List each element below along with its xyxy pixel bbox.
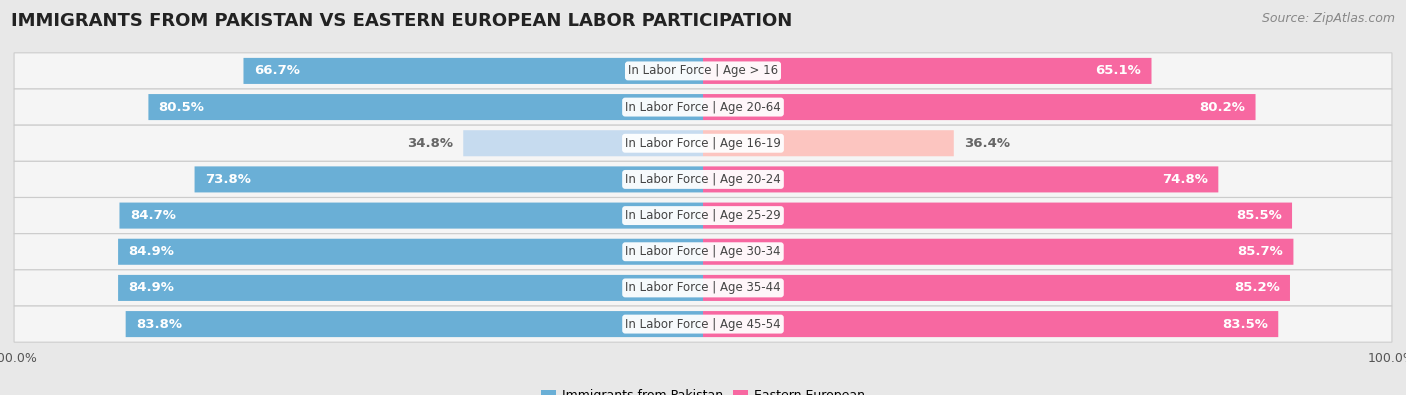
FancyBboxPatch shape: [703, 166, 1219, 192]
Text: In Labor Force | Age 20-24: In Labor Force | Age 20-24: [626, 173, 780, 186]
FancyBboxPatch shape: [125, 311, 703, 337]
Text: 36.4%: 36.4%: [965, 137, 1010, 150]
FancyBboxPatch shape: [703, 203, 1292, 229]
Text: IMMIGRANTS FROM PAKISTAN VS EASTERN EUROPEAN LABOR PARTICIPATION: IMMIGRANTS FROM PAKISTAN VS EASTERN EURO…: [11, 12, 793, 30]
FancyBboxPatch shape: [149, 94, 703, 120]
Text: 85.5%: 85.5%: [1236, 209, 1282, 222]
Text: In Labor Force | Age 16-19: In Labor Force | Age 16-19: [626, 137, 780, 150]
Text: 80.5%: 80.5%: [159, 101, 205, 114]
Text: 85.7%: 85.7%: [1237, 245, 1284, 258]
FancyBboxPatch shape: [703, 311, 1278, 337]
FancyBboxPatch shape: [463, 130, 703, 156]
Text: 83.8%: 83.8%: [136, 318, 181, 331]
Legend: Immigrants from Pakistan, Eastern European: Immigrants from Pakistan, Eastern Europe…: [536, 384, 870, 395]
FancyBboxPatch shape: [118, 275, 703, 301]
Text: In Labor Force | Age 45-54: In Labor Force | Age 45-54: [626, 318, 780, 331]
FancyBboxPatch shape: [703, 275, 1289, 301]
Text: 65.1%: 65.1%: [1095, 64, 1142, 77]
FancyBboxPatch shape: [703, 130, 953, 156]
FancyBboxPatch shape: [118, 239, 703, 265]
Text: Source: ZipAtlas.com: Source: ZipAtlas.com: [1261, 12, 1395, 25]
Text: 84.9%: 84.9%: [128, 281, 174, 294]
FancyBboxPatch shape: [14, 306, 1392, 342]
Text: 84.9%: 84.9%: [128, 245, 174, 258]
FancyBboxPatch shape: [194, 166, 703, 192]
Text: 84.7%: 84.7%: [129, 209, 176, 222]
FancyBboxPatch shape: [703, 94, 1256, 120]
Text: In Labor Force | Age 35-44: In Labor Force | Age 35-44: [626, 281, 780, 294]
FancyBboxPatch shape: [14, 161, 1392, 198]
Text: 74.8%: 74.8%: [1163, 173, 1208, 186]
FancyBboxPatch shape: [14, 270, 1392, 306]
Text: In Labor Force | Age 25-29: In Labor Force | Age 25-29: [626, 209, 780, 222]
Text: 85.2%: 85.2%: [1234, 281, 1279, 294]
FancyBboxPatch shape: [14, 234, 1392, 270]
Text: In Labor Force | Age > 16: In Labor Force | Age > 16: [628, 64, 778, 77]
FancyBboxPatch shape: [14, 198, 1392, 234]
Text: 34.8%: 34.8%: [406, 137, 453, 150]
FancyBboxPatch shape: [14, 53, 1392, 89]
FancyBboxPatch shape: [703, 239, 1294, 265]
Text: 80.2%: 80.2%: [1199, 101, 1246, 114]
FancyBboxPatch shape: [14, 89, 1392, 125]
Text: In Labor Force | Age 30-34: In Labor Force | Age 30-34: [626, 245, 780, 258]
Text: 83.5%: 83.5%: [1222, 318, 1268, 331]
FancyBboxPatch shape: [703, 58, 1152, 84]
FancyBboxPatch shape: [14, 125, 1392, 161]
Text: In Labor Force | Age 20-64: In Labor Force | Age 20-64: [626, 101, 780, 114]
FancyBboxPatch shape: [120, 203, 703, 229]
Text: 66.7%: 66.7%: [254, 64, 299, 77]
Text: 73.8%: 73.8%: [205, 173, 250, 186]
FancyBboxPatch shape: [243, 58, 703, 84]
